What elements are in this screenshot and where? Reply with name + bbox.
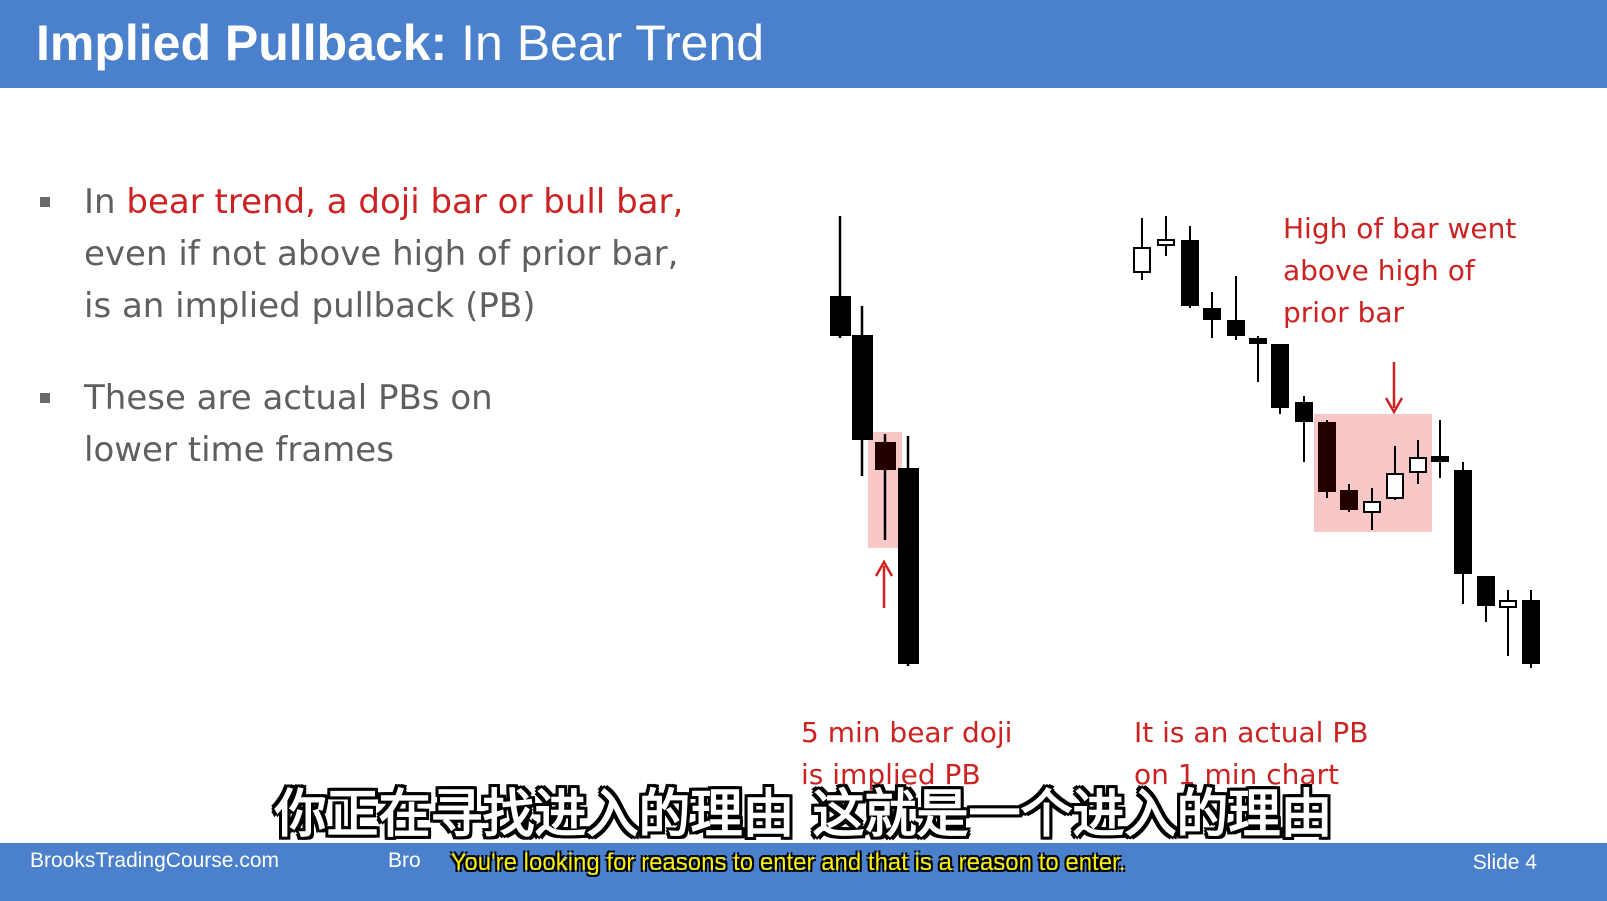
bullet-2-line-2: lower time frames: [84, 430, 394, 470]
bullet-1-line-2: even if not above high of prior bar,: [84, 234, 679, 274]
slide-title-bold: Implied Pullback:: [36, 15, 448, 71]
candle-bear: [1318, 422, 1336, 492]
annotation-line-3: prior bar: [1283, 296, 1405, 329]
candle-bear: [1522, 600, 1540, 664]
annotation-line-2: above high of: [1283, 254, 1475, 287]
candle-bull: [1133, 247, 1151, 273]
arrow-down-icon-head: [1384, 397, 1404, 415]
caption-5min: 5 min bear doji is implied PB: [801, 712, 1012, 796]
candle-bear: [1340, 490, 1358, 510]
caption-5min-line-1: 5 min bear doji: [801, 716, 1013, 749]
caption-1min-line-1: It is an actual PB: [1134, 716, 1369, 749]
caption-1min: It is an actual PB on 1 min chart: [1134, 712, 1368, 796]
candle-bear: [1271, 344, 1289, 408]
caption-1min-line-2: on 1 min chart: [1134, 758, 1339, 791]
bullet-1-pre: In: [84, 182, 127, 222]
title-bar: Implied Pullback: In Bear Trend: [0, 0, 1607, 88]
bullet-item-2: These are actual PBs on lower time frame…: [36, 372, 736, 476]
footer-slide-number: Slide 4: [1472, 851, 1537, 874]
candle-bear: [1477, 576, 1495, 606]
arrow-up-icon-head: [874, 559, 894, 577]
candle-bear: [1295, 402, 1313, 422]
chart-5min: [830, 216, 919, 666]
footer-site: BrooksTradingCourse.com: [30, 849, 279, 872]
candle-doji: [1157, 239, 1175, 246]
footer-bar: BrooksTradingCourse.com Bro Slide 4: [0, 843, 1607, 901]
annotation-high-above-prior: High of bar went above high of prior bar: [1283, 208, 1516, 334]
candle-bear: [1431, 456, 1449, 462]
bullet-1-line-3: is an implied pullback (PB): [84, 286, 536, 326]
subtitle-english: You're looking for reasons to enter and …: [450, 849, 1126, 876]
candle-bear: [1249, 338, 1267, 344]
candle-bear: [898, 468, 919, 664]
candle-bull: [1386, 473, 1404, 499]
candle-bear: [830, 296, 851, 336]
subtitle-chinese: 你正在寻找进入的理由 这就是一个进入的理由: [274, 785, 1333, 845]
candle-bear: [852, 335, 873, 440]
chart-1min: [1133, 216, 1540, 668]
bullet-marker: [40, 393, 50, 403]
bullet-1-line-1: In bear trend, a doji bar or bull bar,: [84, 176, 736, 228]
candle-bull: [1363, 501, 1381, 513]
candle-bull: [1409, 457, 1427, 473]
candle-bear: [1203, 308, 1221, 320]
candle-bear: [1181, 240, 1199, 306]
candle-bear: [1454, 470, 1472, 574]
bullet-item-1: In bear trend, a doji bar or bull bar, e…: [36, 176, 736, 332]
candle-doji: [875, 442, 896, 470]
candle-bear: [1227, 320, 1245, 336]
bullet-1-highlight: bear trend, a doji bar or bull bar,: [126, 182, 684, 222]
footer-mid-text: Bro: [388, 849, 421, 872]
slide-title: Implied Pullback: In Bear Trend: [36, 14, 764, 72]
caption-5min-line-2: is implied PB: [801, 758, 981, 791]
bullet-list: In bear trend, a doji bar or bull bar, e…: [36, 176, 736, 516]
slide-title-rest: In Bear Trend: [447, 15, 765, 71]
bullet-marker: [40, 197, 50, 207]
annotation-line-1: High of bar went: [1283, 212, 1517, 245]
candle-doji: [1499, 600, 1517, 608]
bullet-2-line-1: These are actual PBs on: [84, 378, 493, 418]
